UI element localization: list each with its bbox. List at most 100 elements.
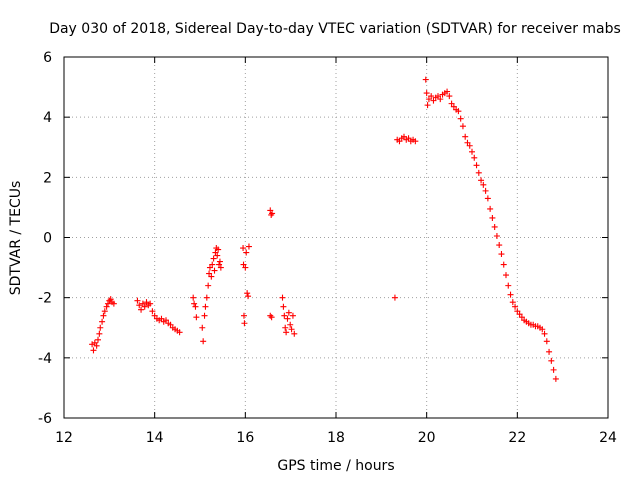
data-point-plus [280, 303, 287, 310]
y-axis-label: SDTVAR / TECUs [8, 181, 24, 296]
data-point-plus [149, 308, 156, 315]
x-axis-label: GPS time / hours [277, 458, 394, 474]
data-point-plus [487, 205, 494, 212]
data-point-plus [469, 148, 475, 155]
data-point-plus [462, 133, 469, 140]
x-tick-label: 16 [236, 430, 254, 446]
data-point-plus [141, 303, 148, 310]
data-point-plus [496, 242, 503, 249]
data-point-plus [201, 312, 208, 319]
data-point-plus [101, 308, 108, 315]
data-point-plus [288, 326, 295, 333]
data-point-plus [475, 169, 482, 176]
data-point-plus [446, 93, 453, 100]
data-point-plus [428, 93, 435, 100]
data-point-plus [208, 273, 215, 280]
data-point-plus [464, 139, 471, 146]
data-point-plus [422, 76, 429, 83]
data-point-plus [212, 249, 219, 256]
y-tick-label: 4 [43, 110, 52, 126]
x-tick-label: 20 [418, 430, 436, 446]
data-point-plus [103, 303, 110, 310]
data-point-plus [110, 300, 117, 307]
data-point-plus [269, 210, 276, 217]
plot-frame [63, 56, 609, 419]
data-point-plus [396, 138, 403, 145]
data-point-plus [217, 264, 224, 271]
x-tick-label: 22 [508, 430, 526, 446]
data-point-plus [459, 123, 466, 130]
data-point-plus [245, 243, 252, 250]
data-point-plus [285, 309, 292, 316]
y-tick-label: 0 [43, 231, 52, 247]
x-tick-label: 24 [599, 430, 617, 446]
data-point-plus [240, 261, 247, 268]
data-point-plus [493, 232, 500, 239]
data-point-plus [500, 261, 507, 268]
data-point-plus [455, 108, 462, 115]
data-point-plus [505, 282, 512, 289]
data-point-plus [491, 223, 498, 230]
data-point-plus [203, 294, 210, 301]
data-point-plus [503, 272, 509, 279]
data-point-plus [95, 336, 101, 343]
data-point-plus [450, 103, 457, 110]
data-point-plus [401, 133, 407, 140]
data-point-plus [134, 297, 141, 304]
data-point-plus [192, 303, 199, 310]
data-point-plus [267, 312, 274, 319]
data-point-plus [466, 142, 473, 149]
data-point-plus [539, 326, 546, 333]
axis-ticks [63, 56, 609, 419]
data-point-plus [96, 330, 103, 337]
data-point-plus [548, 357, 555, 364]
x-tick-label: 14 [146, 430, 164, 446]
data-point-plus [106, 297, 113, 304]
data-point-plus [89, 341, 96, 348]
data-point-plus [214, 252, 221, 259]
data-point-plus [241, 320, 248, 327]
data-point-plus [268, 211, 275, 218]
data-point-plus [151, 312, 158, 319]
data-point-plus [215, 246, 222, 253]
data-point-plus [99, 318, 106, 325]
x-tick-label: 18 [327, 430, 345, 446]
data-point-plus [158, 315, 165, 322]
data-point-plus [90, 347, 97, 354]
data-point-plus [199, 324, 206, 331]
grid-lines [64, 57, 608, 418]
data-point-plus [205, 282, 212, 289]
data-point-plus [100, 312, 107, 319]
data-point-plus [514, 308, 521, 315]
data-point-plus [448, 100, 455, 107]
data-point-plus [282, 324, 289, 331]
chart-title: Day 030 of 2018, Sidereal Day-to-day VTE… [49, 21, 621, 37]
data-point-plus [93, 342, 100, 349]
data-point-plus [216, 261, 223, 268]
data-point-plus [190, 294, 197, 301]
data-point-plus [245, 293, 252, 300]
data-point-plus [516, 311, 523, 318]
data-point-plus [167, 321, 174, 328]
data-point-plus [405, 135, 412, 142]
data-point-plus [424, 102, 431, 109]
data-point-plus [284, 315, 291, 322]
data-point-plus [206, 270, 213, 277]
data-point-plus [202, 303, 209, 310]
data-point-plus [136, 302, 143, 309]
data-point-plus [484, 195, 491, 202]
y-tick-label: 2 [43, 170, 52, 186]
data-point-plus [291, 330, 298, 337]
data-point-plus [482, 187, 489, 194]
data-point-plus [279, 294, 286, 301]
data-point-plus [200, 338, 207, 345]
data-point-plus [242, 264, 249, 271]
data-points [89, 76, 559, 382]
data-point-plus [97, 324, 104, 331]
data-point-plus [287, 321, 294, 328]
data-point-plus [211, 267, 218, 274]
data-point-plus [107, 296, 114, 303]
data-point-plus [163, 317, 169, 324]
data-point-plus [138, 306, 145, 313]
data-point-plus [104, 300, 111, 307]
